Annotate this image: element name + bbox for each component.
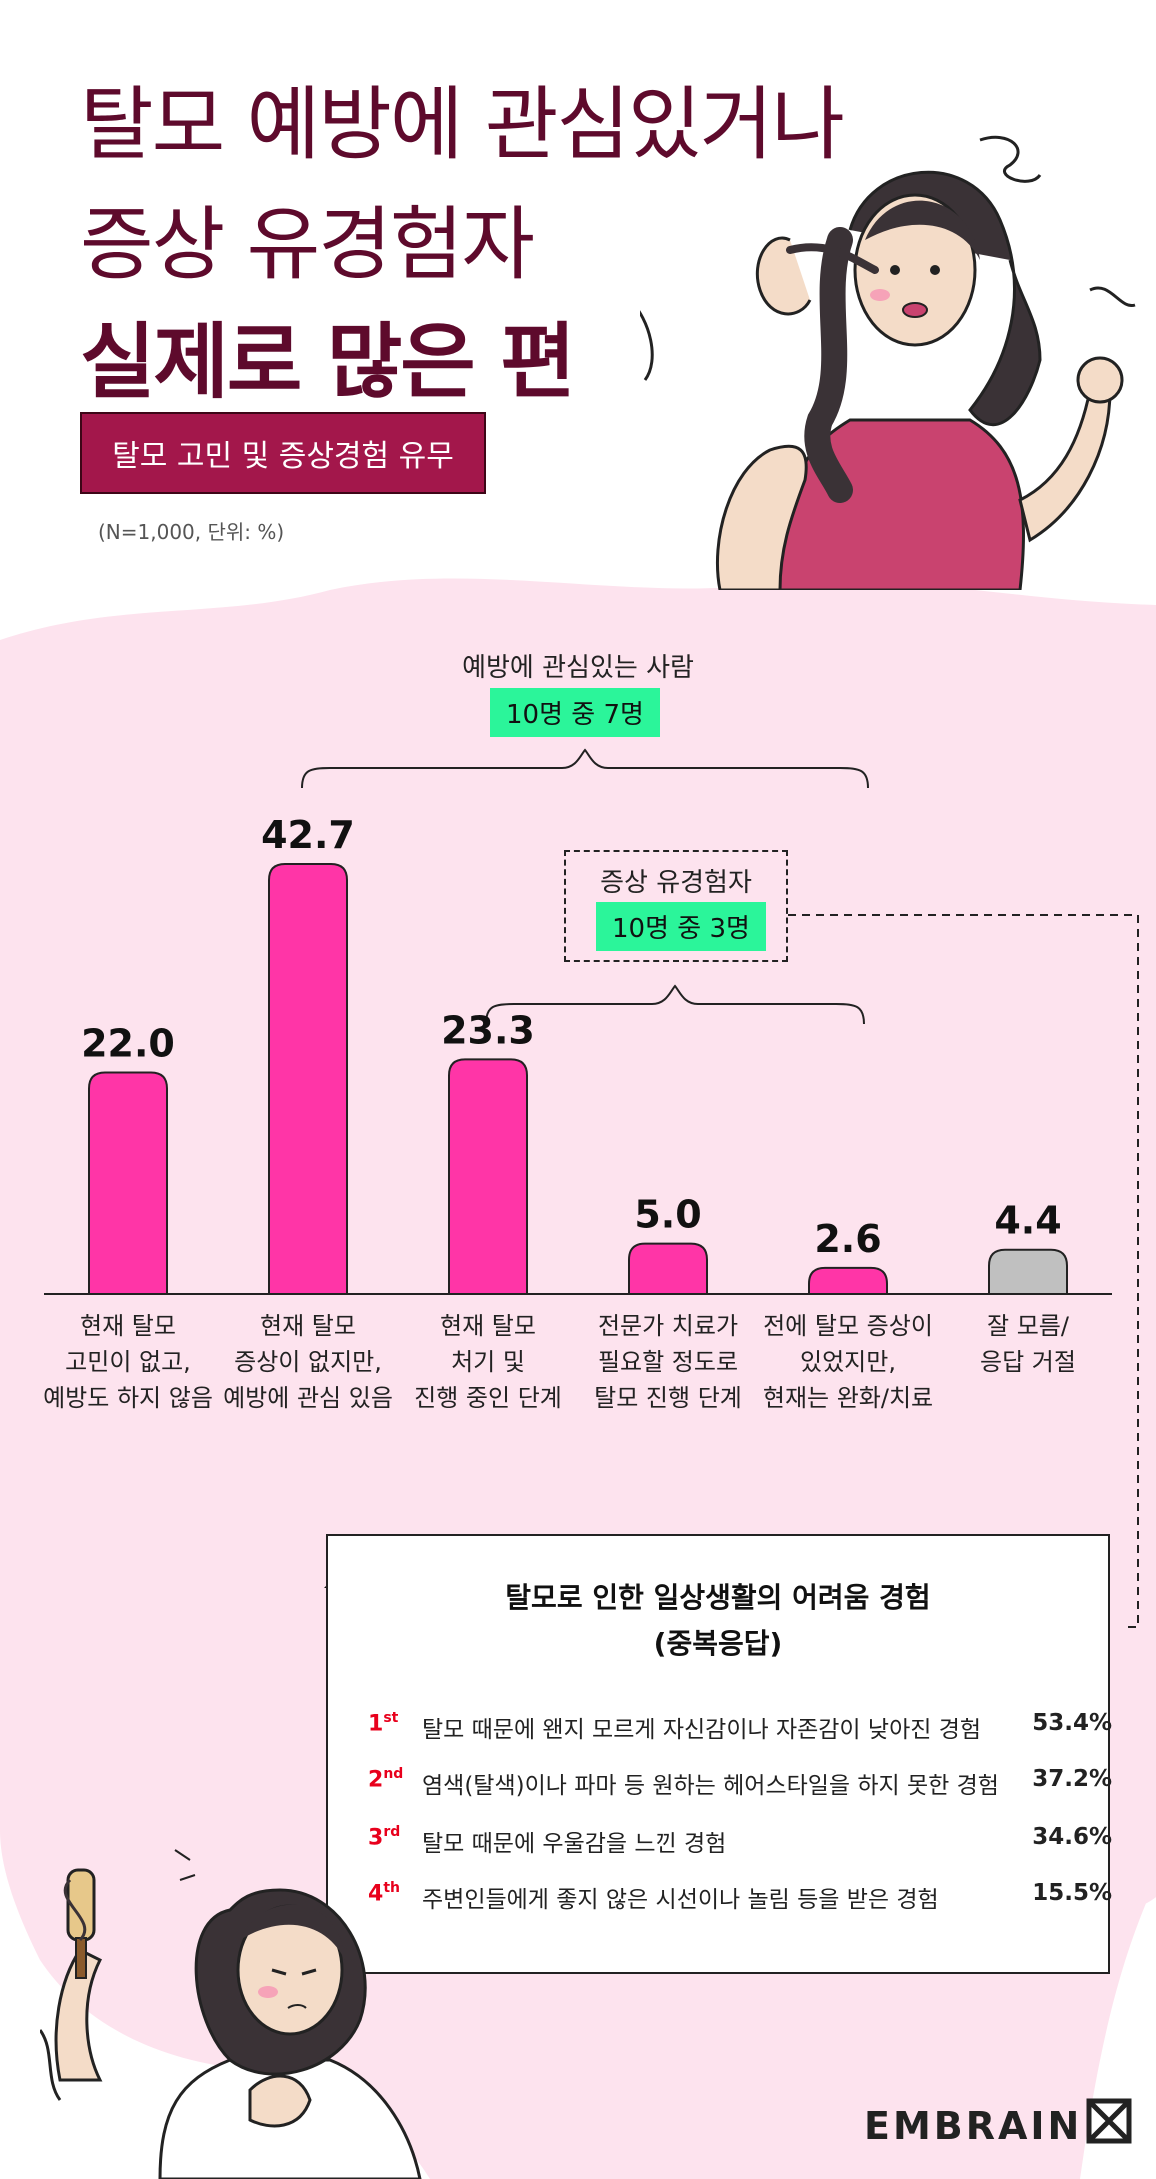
category-label-line: 예방도 하지 않음 (43, 1384, 213, 1412)
category-label-line: 전에 탈모 증상이 (763, 1312, 933, 1340)
ranking-title: 탈모로 인한 일상생활의 어려움 경험 (505, 1581, 931, 1614)
category-label-line: 고민이 없고, (65, 1348, 191, 1376)
rank-value: 15.5% (1032, 1880, 1112, 1906)
category-label-line: 진행 중인 단계 (414, 1384, 562, 1412)
rank-value: 53.4% (1032, 1710, 1112, 1736)
category-label-line: 현재 탈모 (80, 1312, 176, 1340)
ranking-row: 3rd 탈모 때문에 우울감을 느낀 경험 34.6% (368, 1824, 1112, 1864)
rank-value: 37.2% (1032, 1766, 1112, 1792)
symptom-badge: 10명 중 3명 (596, 902, 766, 951)
ranking-row: 4th 주변인들에게 좋지 않은 시선이나 놀림 등을 받은 경험 15.5% (368, 1880, 1112, 1920)
category-label-line: 탈모 진행 단계 (594, 1384, 742, 1412)
bar (628, 1242, 708, 1295)
category-label-line: 현재 탈모 (440, 1312, 536, 1340)
bar-value-label: 42.7 (261, 813, 355, 857)
title-line-3: 실제로 많은 편 (80, 315, 576, 410)
rank-number: 2nd (368, 1766, 403, 1792)
prevention-bracket (301, 748, 869, 789)
rank-suffix: th (383, 1880, 400, 1896)
subtitle-box: 탈모 고민 및 증상경험 유무 (80, 412, 486, 494)
bar-value-label: 2.6 (814, 1217, 881, 1261)
rank-number: 1st (368, 1710, 398, 1736)
bar-value-label: 22.0 (81, 1021, 175, 1065)
rank-value: 34.6% (1032, 1824, 1112, 1850)
category-label-line: 응답 거절 (980, 1348, 1076, 1376)
bar (988, 1248, 1068, 1295)
category-label-line: 잘 모름/ (987, 1312, 1069, 1340)
embrain-logo-text: EMBRAIN (864, 2104, 1083, 2148)
bar-chart: 22.0 42.7 23.3 5.0 2.6 4.4 (44, 813, 1112, 1295)
connector-dashed-line (788, 914, 1139, 1628)
bar-value-label: 4.4 (994, 1199, 1061, 1243)
category-label: 잘 모름/응답 거절 (938, 1308, 1118, 1380)
category-label-line: 증상이 없지만, (234, 1348, 382, 1376)
rank-digit: 1 (368, 1711, 384, 1737)
prevention-label: 예방에 관심있는 사람 (462, 653, 694, 683)
symptom-label: 증상 유경험자 (600, 868, 752, 898)
bar (808, 1266, 888, 1295)
category-label-line: 처기 및 (451, 1348, 525, 1376)
worried-woman-illustration (640, 135, 1136, 590)
category-label-line: 필요할 정도로 (597, 1348, 739, 1376)
bar (88, 1071, 168, 1295)
rank-digit: 2 (368, 1767, 384, 1793)
ranking-row: 2nd 염색(탈색)이나 파마 등 원하는 헤어스타일을 하지 못한 경험 37.2… (368, 1766, 1112, 1806)
category-label-line: 있었지만, (800, 1348, 896, 1376)
rank-number: 4th (368, 1880, 400, 1906)
category-label-line: 현재 탈모 (260, 1312, 356, 1340)
rank-text: 탈모 때문에 우울감을 느낀 경험 (422, 1831, 727, 1857)
title-line-1: 탈모 예방에 관심있거나 (80, 78, 845, 171)
symptom-dashed-box (564, 850, 788, 962)
sample-note: (N=1,000, 단위: %) (98, 520, 285, 544)
rank-suffix: rd (383, 1824, 401, 1840)
ranking-box: 탈모로 인한 일상생활의 어려움 경험 (중복응답) 1st 탈모 때문에 왠지 … (326, 1534, 1112, 1974)
rank-number: 3rd (368, 1824, 400, 1850)
rank-digit: 3 (368, 1825, 384, 1851)
category-label-line: 전문가 치료가 (597, 1312, 739, 1340)
rank-digit: 4 (368, 1881, 384, 1907)
category-label-line: 예방에 관심 있음 (223, 1384, 393, 1412)
ranking-subtitle: (중복응답) (653, 1627, 783, 1660)
rank-suffix: nd (383, 1766, 404, 1782)
rank-text: 탈모 때문에 왠지 모르게 자신감이나 자존감이 낮아진 경험 (422, 1717, 982, 1743)
bar-value-label: 5.0 (634, 1193, 701, 1237)
symptom-bracket (485, 984, 865, 1025)
subtitle-text: 탈모 고민 및 증상경험 유무 (112, 439, 454, 474)
woman-with-hairbrush-illustration (40, 1849, 422, 2179)
bar (448, 1058, 528, 1295)
bar (268, 863, 348, 1295)
title-line-2: 증상 유경험자 (80, 198, 535, 291)
bar-value-label: 23.3 (441, 1008, 535, 1052)
category-label-line: 현재는 완화/치료 (762, 1384, 934, 1412)
rank-text: 주변인들에게 좋지 않은 시선이나 놀림 등을 받은 경험 (422, 1887, 939, 1913)
embrain-logo-icon (1086, 2098, 1132, 2144)
rank-suffix: st (383, 1710, 399, 1726)
ranking-row: 1st 탈모 때문에 왠지 모르게 자신감이나 자존감이 낮아진 경험 53.4% (368, 1710, 1112, 1750)
prevention-badge: 10명 중 7명 (490, 688, 660, 737)
rank-text: 염색(탈색)이나 파마 등 원하는 헤어스타일을 하지 못한 경험 (422, 1773, 999, 1799)
